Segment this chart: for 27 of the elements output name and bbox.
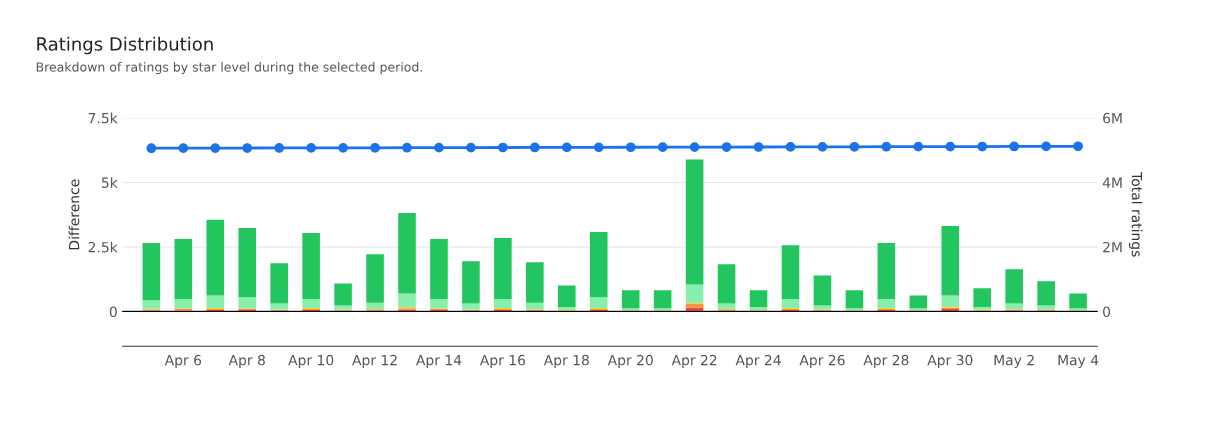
y2-tick-label: 6M — [1103, 112, 1122, 124]
y-axis-title: Difference — [68, 179, 80, 250]
x-tick-label: Apr 12 — [352, 354, 397, 369]
y-tick-label: 7.5k — [88, 112, 118, 124]
x-tick-label: Apr 8 — [228, 354, 265, 369]
x-tick-label: Apr 10 — [288, 354, 334, 369]
x-tick-label: Apr 28 — [863, 354, 909, 369]
y2-tick-label: 4M — [1102, 177, 1122, 188]
x-tick-label: Apr 18 — [543, 354, 589, 369]
chart-subtitle: Breakdown of ratings by star level during the selected period. — [36, 62, 422, 75]
x-tick-label: May 2 — [994, 354, 1034, 369]
x-tick-label: Apr 14 — [416, 355, 462, 369]
y-tick-label: 2.5k — [88, 241, 118, 253]
y2-tick-label: 2M — [1103, 241, 1122, 253]
x-tick-label: Apr 20 — [607, 354, 653, 369]
y-tick-label: 5k — [101, 177, 118, 188]
x-tick-label: Apr 24 — [735, 354, 781, 369]
x-tick-label: Apr 26 — [799, 354, 845, 369]
x-tick-label: Apr 30 — [927, 354, 973, 369]
chart-title: Ratings Distribution — [37, 36, 213, 55]
y2-axis-title: Total ratings — [1128, 172, 1143, 257]
y2-tick-label: 0 — [1103, 306, 1111, 318]
x-tick-label: Apr 6 — [164, 354, 202, 369]
y-tick-label: 0 — [109, 306, 117, 318]
x-tick-label: Apr 16 — [479, 354, 526, 369]
x-tick-label: May 4 — [1058, 355, 1099, 369]
x-tick-label: Apr 22 — [671, 354, 717, 369]
